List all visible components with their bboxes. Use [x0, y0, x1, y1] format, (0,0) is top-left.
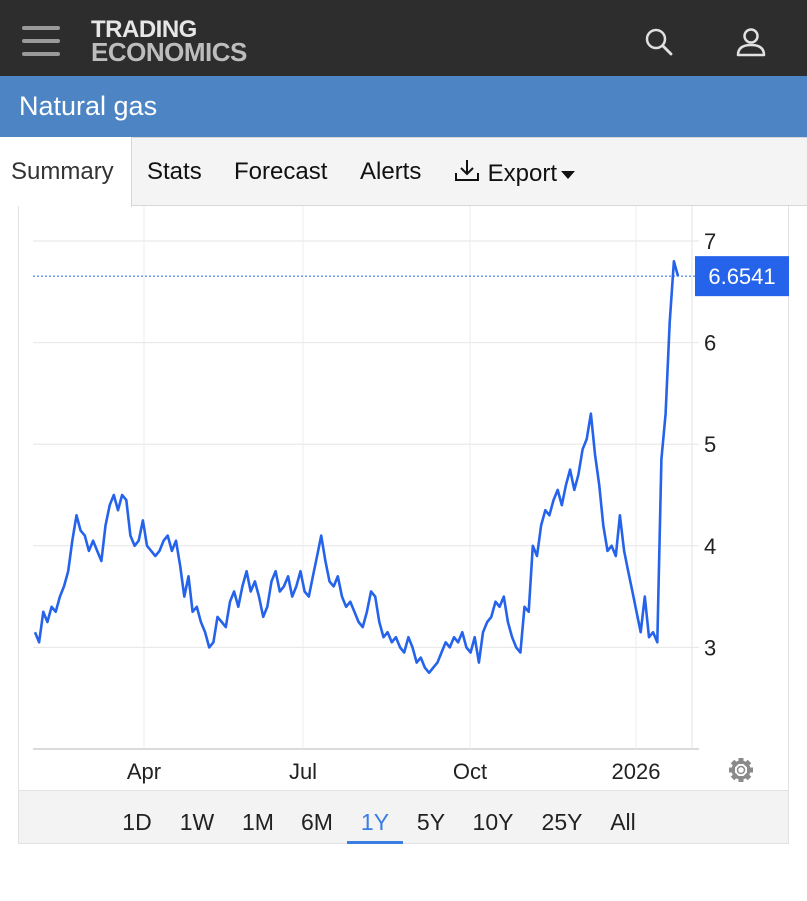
search-icon[interactable] [643, 26, 675, 58]
tab-summary[interactable]: Summary [0, 137, 132, 207]
range-button-6m[interactable]: 6M [301, 809, 333, 835]
range-button-5y[interactable]: 5Y [416, 809, 446, 835]
export-label: Export [487, 160, 558, 187]
last-value-badge [695, 256, 789, 297]
site-logo[interactable]: TRADING ECONOMICS [91, 16, 247, 67]
x-tick-label: Jul [289, 759, 317, 784]
range-button-1d[interactable]: 1D [122, 809, 152, 835]
y-tick-label: 4 [704, 534, 716, 559]
tab-export[interactable]: Export [453, 158, 576, 188]
logo-line-1: TRADING [91, 16, 197, 43]
price-series-line [33, 260, 680, 675]
page-title-bar: Natural gas [0, 76, 807, 137]
tab-forecast[interactable]: Forecast [234, 158, 328, 185]
x-tick-label: 2026 [612, 759, 661, 784]
caret-down-icon [561, 170, 576, 179]
tab-stats[interactable]: Stats [147, 158, 202, 185]
x-tick-label: Apr [127, 759, 161, 784]
range-button-25y[interactable]: 25Y [541, 809, 583, 835]
active-range-underline [347, 841, 403, 844]
range-button-all[interactable]: All [610, 809, 636, 835]
y-tick-label: 5 [704, 432, 716, 457]
range-selector: 1D 1W 1M 6M 1Y 5Y 10Y 25Y All [18, 790, 789, 844]
range-button-10y[interactable]: 10Y [472, 809, 514, 835]
y-tick-label: 6 [704, 331, 716, 356]
tab-alerts[interactable]: Alerts [360, 158, 422, 185]
user-icon[interactable] [735, 26, 767, 58]
price-chart[interactable]: 3 4 5 6 7 Apr Jul Oct 2026 6.6541 [19, 206, 790, 790]
last-value-label: 6.6541 [708, 264, 775, 289]
hamburger-icon[interactable] [22, 26, 60, 56]
y-tick-label: 3 [704, 635, 716, 660]
range-button-1m[interactable]: 1M [242, 809, 274, 835]
tab-bar: Summary Stats Forecast Alerts Export [0, 137, 807, 207]
logo-line-2: ECONOMICS [91, 37, 247, 67]
download-icon [455, 160, 479, 181]
y-tick-label: 7 [704, 229, 716, 254]
range-button-1w[interactable]: 1W [179, 809, 215, 835]
top-navbar: TRADING ECONOMICS [0, 0, 807, 76]
range-button-1y[interactable]: 1Y [360, 809, 390, 835]
x-tick-label: Oct [453, 759, 487, 784]
chart-panel: 3 4 5 6 7 Apr Jul Oct 2026 6.6541 [18, 206, 789, 844]
page-title: Natural gas [19, 91, 158, 121]
gear-icon[interactable] [729, 758, 753, 782]
